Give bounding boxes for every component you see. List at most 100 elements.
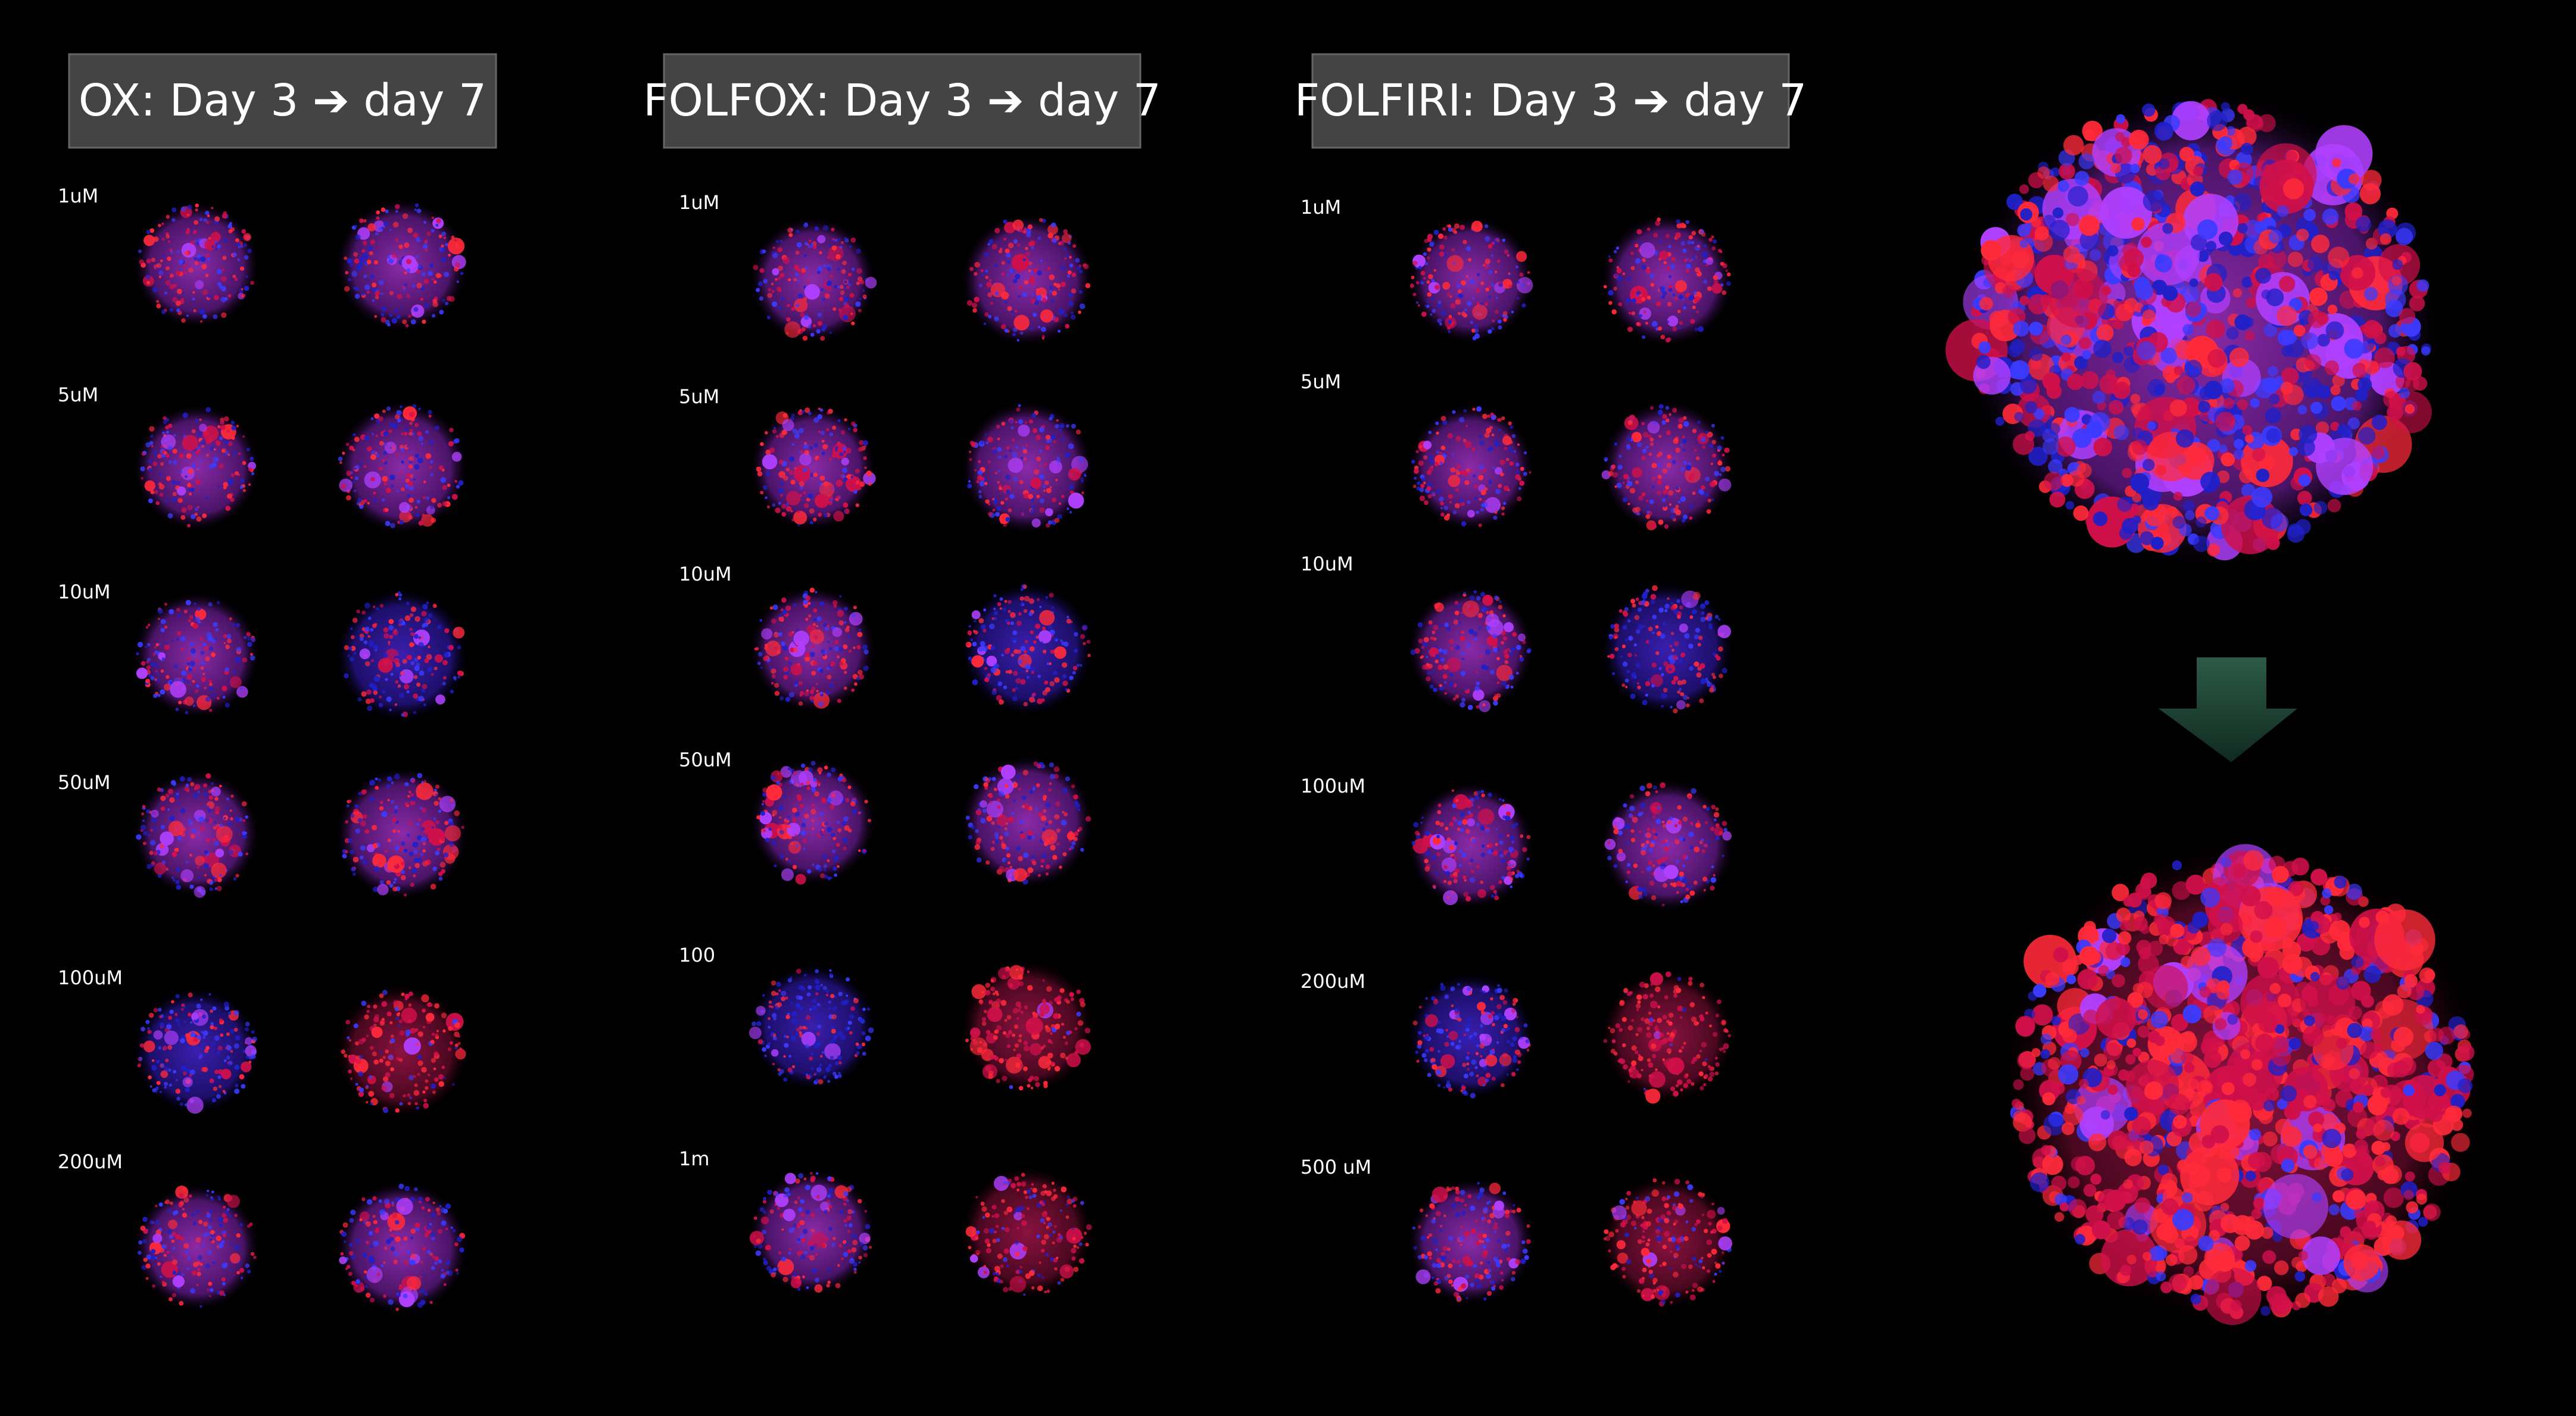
spot: [185, 230, 190, 235]
spot: [242, 834, 247, 839]
spot: [827, 675, 832, 679]
spot: [386, 1239, 391, 1245]
spot: [229, 1268, 232, 1271]
spot: [361, 1000, 367, 1006]
spot: [1022, 795, 1027, 800]
spot: [786, 317, 791, 322]
spot: [186, 662, 190, 665]
spot: [1464, 480, 1470, 485]
spot: [202, 425, 219, 442]
spot: [422, 1008, 426, 1013]
spot: [347, 1036, 350, 1040]
spot: [818, 513, 822, 517]
spot: [966, 300, 973, 306]
spot: [386, 784, 391, 788]
spot: [817, 270, 821, 275]
spot: [1515, 672, 1519, 675]
spot: [184, 1103, 188, 1106]
spot: [236, 647, 242, 653]
spot: [1086, 1224, 1092, 1230]
spot: [200, 650, 205, 655]
spot: [227, 453, 230, 456]
spot: [188, 619, 191, 622]
spot: [807, 493, 813, 499]
spot: [200, 256, 206, 262]
spot: [1021, 1172, 1025, 1177]
spot: [782, 257, 790, 264]
spot: [250, 637, 256, 642]
spot: [804, 691, 809, 697]
spot: [1009, 965, 1024, 980]
spot: [1004, 328, 1009, 333]
spot: [404, 615, 411, 621]
spot: [1013, 799, 1016, 802]
spot: [1015, 687, 1018, 690]
spot: [1025, 806, 1030, 811]
spot: [1024, 457, 1027, 461]
spot: [171, 877, 174, 879]
spot: [420, 1261, 423, 1264]
spot: [1619, 284, 1622, 287]
spot: [819, 669, 824, 673]
spot: [1486, 625, 1491, 631]
spot: [804, 813, 809, 819]
spot: [815, 591, 818, 594]
spot: [1018, 1086, 1024, 1091]
spot: [997, 1253, 1003, 1259]
spot: [425, 1225, 432, 1231]
spot: [1627, 277, 1631, 281]
spot: [1058, 288, 1061, 291]
spot: [816, 625, 819, 628]
spot: [1022, 584, 1027, 589]
spot: [985, 276, 989, 279]
spot: [1461, 651, 1465, 655]
spot: [165, 1199, 170, 1205]
spot: [850, 475, 853, 479]
spot: [816, 329, 821, 334]
spot: [204, 1263, 211, 1269]
spot: [759, 296, 764, 301]
spot: [1467, 643, 1471, 647]
spot: [168, 1297, 173, 1302]
spot: [1065, 1056, 1068, 1060]
spot: [1036, 783, 1040, 788]
spot: [431, 1058, 436, 1063]
spot: [236, 623, 240, 628]
spot: [1070, 314, 1076, 320]
spot: [1657, 454, 1660, 458]
spot: [1059, 1264, 1074, 1278]
spot: [400, 445, 404, 449]
spot: [407, 494, 411, 498]
spot: [171, 640, 174, 642]
spot: [223, 642, 226, 644]
spot: [781, 297, 784, 301]
spot: [1511, 434, 1516, 438]
spot: [838, 1244, 843, 1247]
spot: [1068, 301, 1074, 307]
spot: [414, 453, 419, 458]
spot: [1037, 236, 1041, 240]
spot: [991, 1215, 994, 1218]
spot: [397, 684, 401, 688]
spot: [383, 451, 387, 456]
spot: [410, 319, 416, 325]
spot: [224, 439, 229, 445]
spot: [229, 1214, 232, 1217]
spot: [1450, 302, 1456, 309]
spot: [392, 1212, 397, 1218]
spot: [1604, 459, 1608, 462]
spot: [822, 654, 825, 657]
spot: [1012, 630, 1018, 635]
spot: [761, 628, 773, 640]
spot: [339, 461, 342, 464]
spot: [1482, 703, 1486, 707]
spot: [1031, 246, 1034, 249]
spot: [774, 864, 777, 868]
spot: [1658, 435, 1662, 438]
spot: [813, 472, 818, 478]
spot: [1722, 454, 1725, 457]
spot: [349, 1218, 354, 1223]
spot: [1038, 1012, 1042, 1016]
spot: [968, 1246, 972, 1249]
spot: [1486, 264, 1490, 267]
